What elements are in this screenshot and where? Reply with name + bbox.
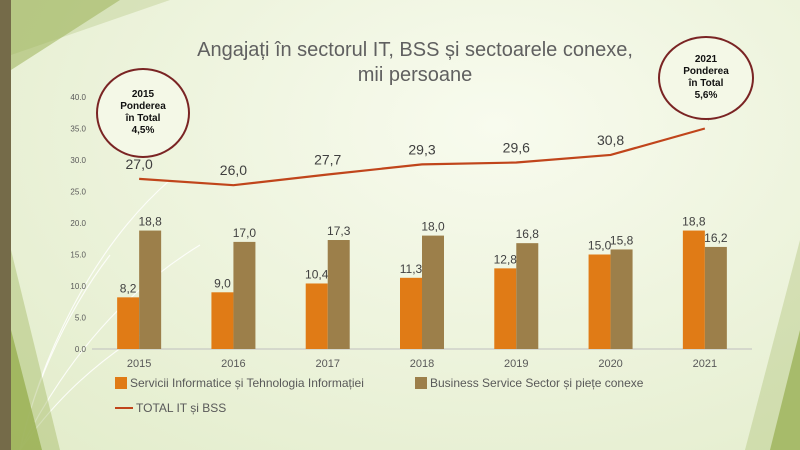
x-tick-label: 2019 [504, 358, 528, 370]
bar-it [211, 292, 234, 349]
data-label-total: 27,0 [126, 156, 153, 172]
chart-title: Angajați în sectorul IT, BSS și sectoare… [197, 39, 633, 86]
legend-swatch-it [115, 377, 127, 389]
legend-label-total: TOTAL IT și BSS [136, 401, 227, 415]
data-label-bss: 17,0 [233, 226, 257, 240]
decorative-triangles [11, 0, 800, 450]
legend-label-bss: Business Service Sector și piețe conexe [430, 376, 644, 390]
data-label-it: 18,8 [682, 215, 706, 229]
x-tick-label: 2021 [693, 358, 717, 370]
y-tick-label: 10.0 [70, 282, 86, 291]
data-label-it: 12,8 [494, 252, 518, 266]
data-label-bss: 15,8 [610, 233, 634, 247]
callout-2015: 2015 Ponderea în Total 4,5% [96, 68, 190, 158]
bar-bss [422, 235, 444, 349]
legend-swatch-bss [415, 377, 427, 389]
y-tick-label: 5.0 [75, 314, 87, 323]
bar-bss [233, 241, 256, 349]
bar-bss [704, 246, 727, 349]
bar-it [400, 277, 422, 349]
data-label-bss: 18,0 [421, 220, 445, 234]
data-label-it: 8,2 [120, 281, 137, 295]
data-label-it: 11,3 [400, 262, 423, 276]
data-label-total: 29,3 [408, 141, 435, 157]
y-tick-label: 0.0 [75, 345, 87, 354]
y-tick-label: 15.0 [70, 251, 86, 260]
y-tick-label: 30.0 [70, 156, 86, 165]
y-tick-label: 35.0 [70, 125, 86, 134]
data-label-total: 29,6 [503, 140, 530, 156]
data-label-bss: 17,3 [327, 224, 351, 238]
legend-swatch-total [115, 407, 133, 409]
bar-it [117, 297, 140, 349]
data-label-bss: 16,2 [704, 231, 728, 245]
data-label-bss: 16,8 [516, 227, 540, 241]
x-tick-label: 2020 [598, 358, 622, 370]
legend-label-it: Servicii Informatice și Tehnologia Infor… [130, 376, 364, 390]
data-label-total: 27,7 [314, 151, 341, 167]
y-tick-label: 40.0 [70, 93, 86, 102]
data-label-bss: 18,8 [138, 215, 162, 229]
bar-it [494, 268, 517, 349]
bar-bss [327, 240, 350, 349]
data-label-it: 10,4 [305, 267, 329, 281]
legend-item-bss: Business Service Sector și piețe conexe [415, 376, 643, 390]
x-tick-label: 2016 [221, 358, 245, 370]
data-label-it: 15,0 [588, 239, 612, 253]
bar-bss [610, 249, 633, 349]
line-total [139, 127, 706, 187]
bar-it [588, 254, 611, 349]
x-tick-label: 2017 [315, 358, 339, 370]
y-tick-label: 25.0 [70, 188, 86, 197]
data-label-total: 26,0 [220, 162, 247, 178]
y-tick-label: 20.0 [70, 219, 86, 228]
x-tick-label: 2018 [410, 358, 434, 370]
bar-it [305, 283, 328, 349]
callout-2021-text: 2021 Ponderea în Total 5,6% [683, 54, 729, 101]
bar-bss [139, 230, 162, 349]
x-tick-label: 2015 [127, 358, 151, 370]
left-accent-bar [0, 0, 11, 450]
data-label-total: 30,8 [597, 132, 624, 148]
callout-2021: 2021 Ponderea în Total 5,6% [658, 36, 754, 120]
bar-it [682, 230, 705, 349]
callout-2015-text: 2015 Ponderea în Total 4,5% [120, 89, 166, 136]
bar-bss [516, 243, 539, 349]
data-label-it: 9,0 [214, 276, 231, 290]
legend-item-it: Servicii Informatice și Tehnologia Infor… [115, 376, 364, 390]
legend-item-total: TOTAL IT și BSS [115, 401, 226, 415]
